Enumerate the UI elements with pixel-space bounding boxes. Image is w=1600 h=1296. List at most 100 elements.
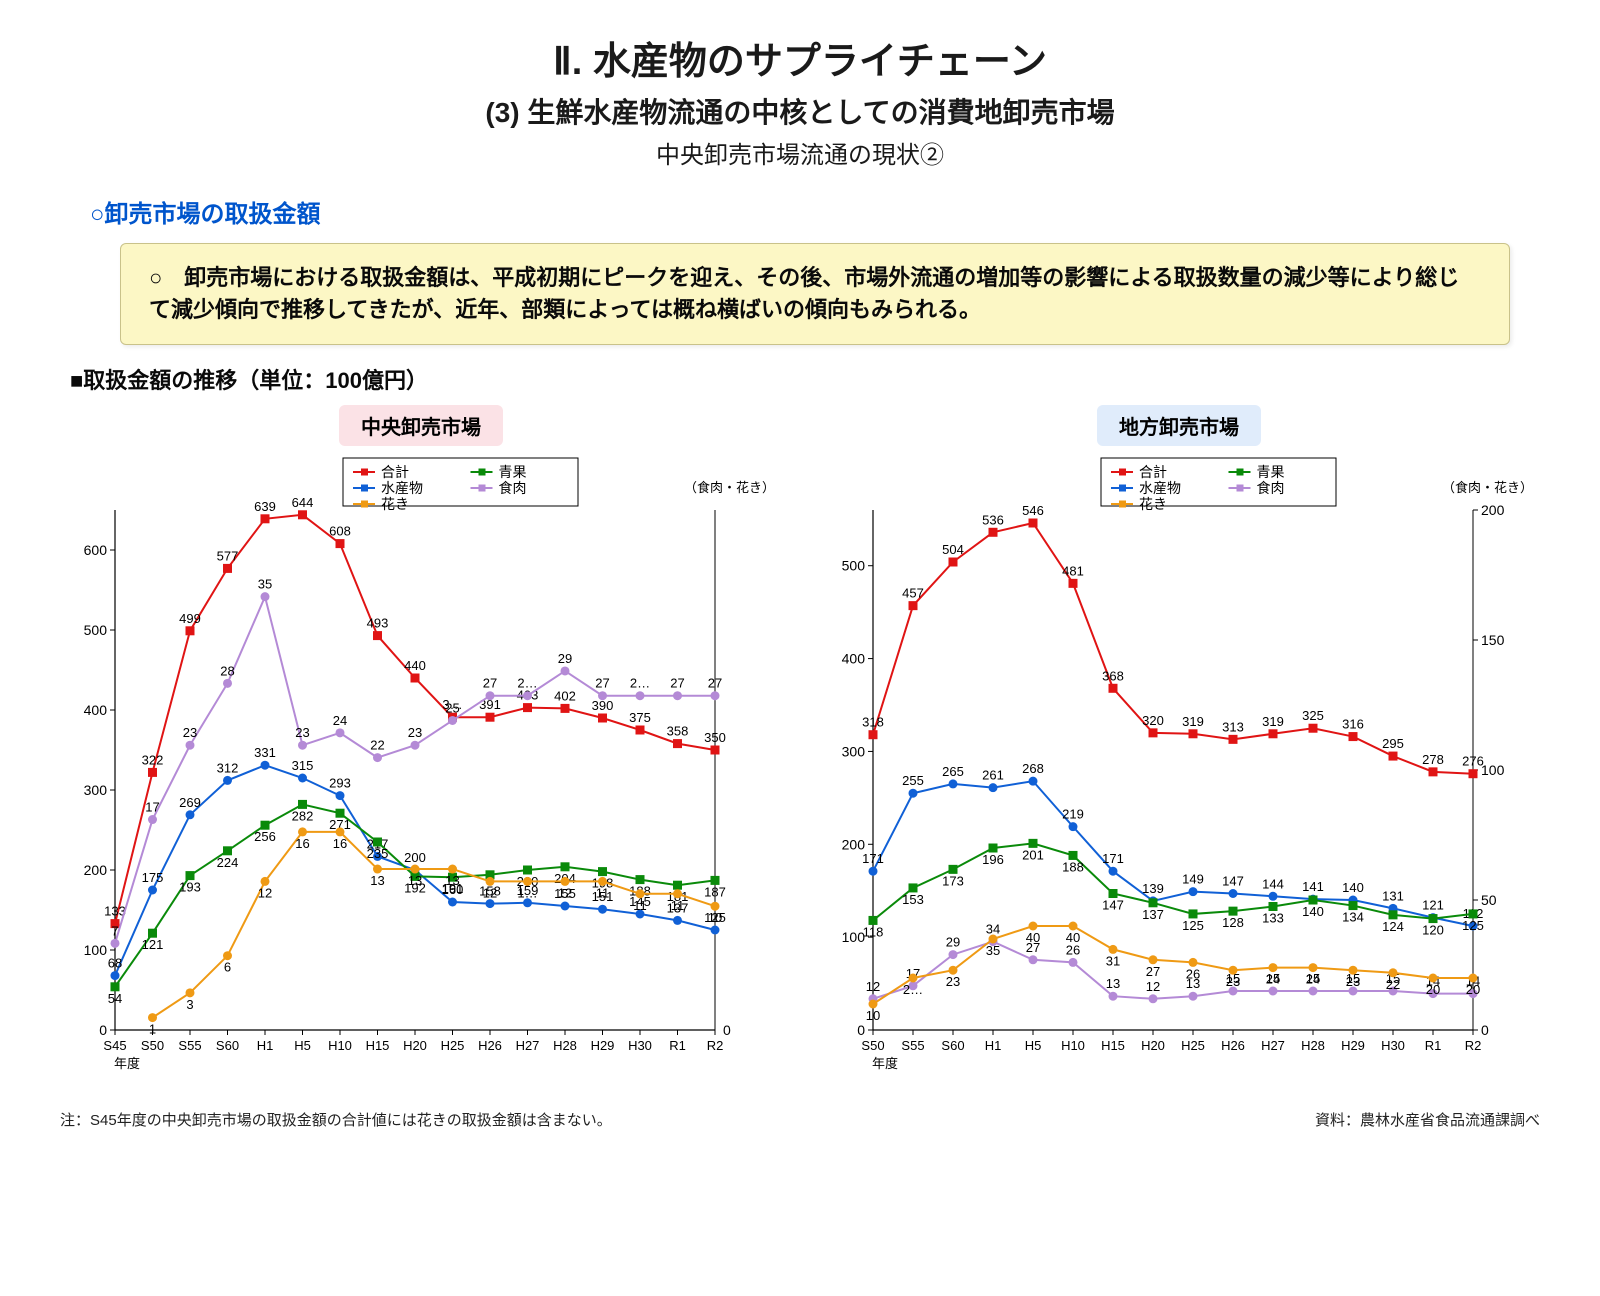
svg-text:S50: S50 <box>861 1038 884 1053</box>
svg-text:171: 171 <box>1102 851 1124 866</box>
svg-text:S60: S60 <box>941 1038 964 1053</box>
svg-text:493: 493 <box>367 615 389 630</box>
svg-text:S45: S45 <box>103 1038 126 1053</box>
svg-text:322: 322 <box>142 752 164 767</box>
svg-text:187: 187 <box>704 884 726 899</box>
svg-text:118: 118 <box>863 924 884 939</box>
svg-text:H5: H5 <box>1025 1038 1042 1053</box>
svg-text:173: 173 <box>942 873 964 888</box>
svg-text:331: 331 <box>254 745 276 760</box>
svg-text:12: 12 <box>558 885 572 900</box>
svg-text:23: 23 <box>946 974 960 989</box>
svg-text:11: 11 <box>596 885 610 900</box>
svg-text:23: 23 <box>1226 974 1240 989</box>
svg-text:131: 131 <box>1382 888 1404 903</box>
section-heading: ○卸売市場の取扱金額 <box>90 194 1540 229</box>
svg-text:25: 25 <box>445 700 459 715</box>
svg-text:29: 29 <box>558 651 572 666</box>
chart-group-heading: ■取扱金額の推移（単位：100億円） <box>70 363 1540 395</box>
svg-text:319: 319 <box>1262 714 1284 729</box>
svg-text:265: 265 <box>942 764 964 779</box>
svg-text:29: 29 <box>946 934 960 949</box>
svg-text:282: 282 <box>292 808 314 823</box>
svg-text:2…: 2… <box>630 675 650 690</box>
svg-text:608: 608 <box>329 523 351 538</box>
svg-text:28: 28 <box>220 663 234 678</box>
svg-text:23: 23 <box>408 725 422 740</box>
svg-text:23: 23 <box>1346 974 1360 989</box>
svg-text:27: 27 <box>708 675 722 690</box>
svg-text:350: 350 <box>704 730 726 745</box>
svg-text:125: 125 <box>1462 918 1484 933</box>
svg-text:54: 54 <box>108 991 122 1006</box>
svg-text:133: 133 <box>1262 910 1284 925</box>
svg-text:17: 17 <box>145 799 159 814</box>
svg-text:27: 27 <box>483 675 497 690</box>
svg-text:13: 13 <box>408 873 422 888</box>
svg-text:600: 600 <box>84 542 108 558</box>
footnote-left: 注：S45年度の中央卸売市場の取扱金額の合計値には花きの取扱金額は含まない。 <box>60 1109 782 1130</box>
footnote-right: 資料：農林水産省食品流通課調べ <box>818 1109 1540 1130</box>
svg-text:175: 175 <box>142 870 164 885</box>
svg-text:147: 147 <box>1222 873 1244 888</box>
svg-text:24: 24 <box>333 713 347 728</box>
svg-text:12: 12 <box>866 979 880 994</box>
svg-text:10: 10 <box>708 910 722 925</box>
svg-text:124: 124 <box>1382 919 1404 934</box>
svg-text:H29: H29 <box>591 1038 615 1053</box>
svg-text:400: 400 <box>84 702 108 718</box>
svg-text:34: 34 <box>986 921 1000 936</box>
svg-text:青果: 青果 <box>1257 464 1285 480</box>
svg-text:120: 120 <box>1422 922 1444 937</box>
svg-text:200: 200 <box>404 850 426 865</box>
svg-text:31: 31 <box>1106 953 1120 968</box>
svg-text:125: 125 <box>1182 918 1204 933</box>
svg-text:261: 261 <box>982 767 1004 782</box>
svg-text:140: 140 <box>1342 880 1364 895</box>
svg-text:319: 319 <box>1182 714 1204 729</box>
svg-text:235: 235 <box>367 846 389 861</box>
svg-text:H29: H29 <box>1341 1038 1365 1053</box>
svg-text:10: 10 <box>866 1008 880 1023</box>
page-title-main: Ⅱ. 水産物のサプライチェーン <box>60 30 1540 85</box>
svg-text:255: 255 <box>902 773 924 788</box>
svg-text:H5: H5 <box>294 1038 311 1053</box>
svg-text:40: 40 <box>1026 930 1040 945</box>
svg-text:H27: H27 <box>1261 1038 1285 1053</box>
svg-text:12: 12 <box>1146 979 1160 994</box>
svg-text:青果: 青果 <box>499 464 527 480</box>
svg-text:153: 153 <box>902 892 924 907</box>
svg-text:141: 141 <box>1302 879 1324 894</box>
svg-text:0: 0 <box>99 1022 107 1038</box>
svg-text:200: 200 <box>1481 502 1505 518</box>
page-title-sub1: (3) 生鮮水産物流通の中核としての消費地卸売市場 <box>60 91 1540 131</box>
svg-text:H26: H26 <box>1221 1038 1245 1053</box>
svg-text:0: 0 <box>723 1022 731 1038</box>
svg-text:68: 68 <box>108 955 122 970</box>
svg-text:H1: H1 <box>257 1038 274 1053</box>
svg-text:H20: H20 <box>1141 1038 1165 1053</box>
svg-text:水産物: 水産物 <box>1139 480 1181 496</box>
svg-text:花き: 花き <box>1139 496 1167 512</box>
charts-container: 中央卸売市場 01002003004005006000（食肉・花き）S45S50… <box>60 405 1540 1130</box>
svg-text:H27: H27 <box>516 1038 540 1053</box>
svg-text:312: 312 <box>217 760 239 775</box>
svg-text:440: 440 <box>404 658 426 673</box>
svg-text:358: 358 <box>667 723 689 738</box>
svg-text:H28: H28 <box>1301 1038 1325 1053</box>
svg-text:499: 499 <box>179 611 201 626</box>
svg-text:（食肉・花き）: （食肉・花き） <box>1442 480 1533 495</box>
svg-text:196: 196 <box>982 852 1004 867</box>
svg-text:13: 13 <box>445 873 459 888</box>
svg-text:481: 481 <box>1062 563 1084 578</box>
svg-text:R1: R1 <box>669 1038 686 1053</box>
svg-text:H26: H26 <box>478 1038 502 1053</box>
chart-right-title: 地方卸売市場 <box>1097 405 1261 446</box>
svg-text:536: 536 <box>982 512 1004 527</box>
svg-text:食肉: 食肉 <box>1257 480 1285 496</box>
svg-text:128: 128 <box>1222 915 1244 930</box>
svg-text:3: 3 <box>186 997 193 1012</box>
svg-text:13: 13 <box>1106 976 1120 991</box>
svg-text:200: 200 <box>842 836 866 852</box>
svg-text:13: 13 <box>370 873 384 888</box>
